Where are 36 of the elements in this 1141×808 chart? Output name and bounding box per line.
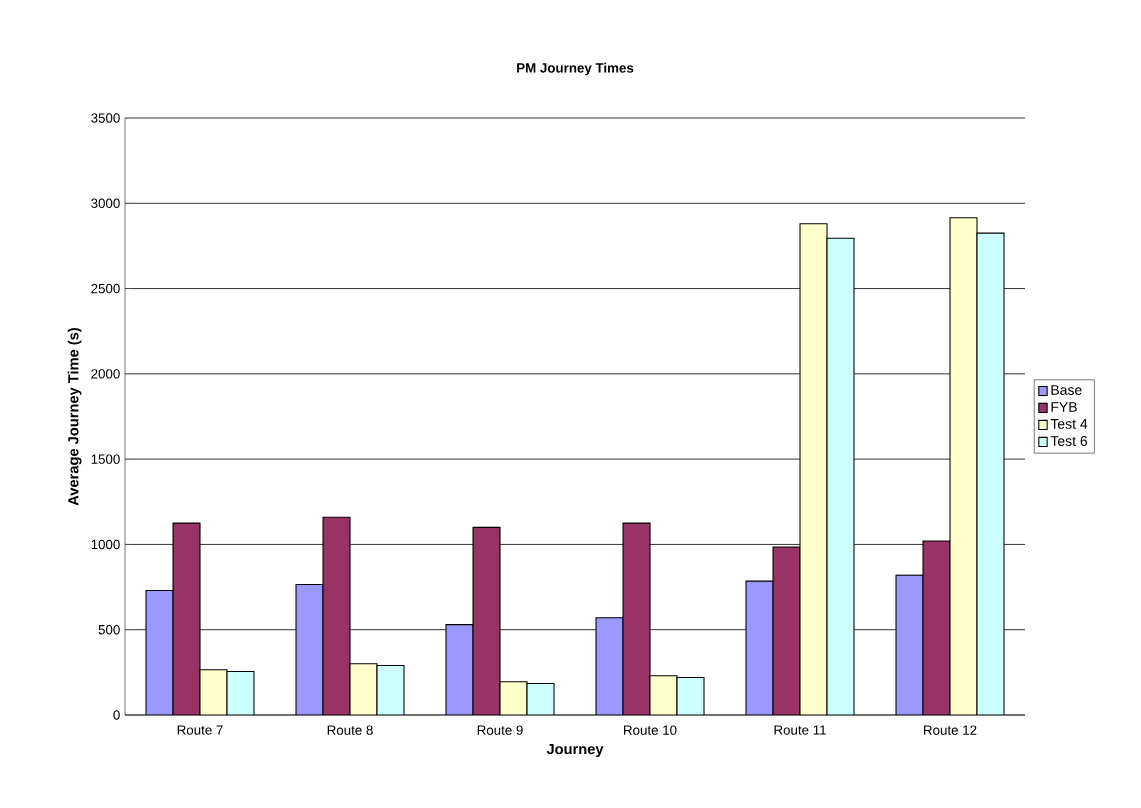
y-tick-label: 1500 bbox=[91, 454, 120, 464]
bar bbox=[976, 232, 1005, 715]
bar bbox=[622, 522, 651, 715]
legend-label: Test 4 bbox=[1050, 419, 1088, 429]
y-tick-label: 500 bbox=[98, 625, 120, 635]
x-tick-label: Route 9 bbox=[477, 725, 523, 735]
y-tick-label: 3500 bbox=[91, 113, 120, 123]
x-tick-label: Route 10 bbox=[624, 725, 677, 735]
bar bbox=[295, 583, 324, 715]
bar bbox=[595, 617, 624, 715]
bar bbox=[826, 237, 855, 715]
legend-label: Base bbox=[1051, 385, 1082, 395]
bar bbox=[472, 526, 501, 715]
y-tick-label: 3000 bbox=[91, 198, 120, 208]
bar bbox=[922, 540, 951, 715]
x-tick-label: Route 7 bbox=[177, 725, 223, 735]
chart-title: PM Journey Times bbox=[517, 62, 634, 76]
y-tick-label: 1000 bbox=[91, 539, 120, 550]
y-axis-title: Average Journey Time (s) bbox=[67, 327, 82, 506]
x-tick-label: Route 12 bbox=[924, 725, 977, 735]
bar bbox=[322, 516, 351, 715]
x-tick-label: Route 8 bbox=[327, 725, 373, 735]
legend-label: FYB bbox=[1051, 402, 1077, 412]
x-tick-label: Route 11 bbox=[774, 725, 826, 735]
bar bbox=[745, 580, 774, 715]
bar bbox=[445, 624, 474, 715]
bar bbox=[376, 664, 405, 715]
y-tick-label: 0 bbox=[113, 710, 120, 720]
legend-label: Test 6 bbox=[1050, 436, 1088, 446]
bar bbox=[772, 546, 801, 715]
x-axis-title: Journey bbox=[546, 744, 604, 758]
y-tick-label: 2000 bbox=[91, 369, 120, 379]
y-tick-label: 2500 bbox=[91, 283, 120, 294]
bar bbox=[145, 589, 174, 715]
bar bbox=[172, 522, 201, 715]
bar bbox=[895, 574, 924, 715]
